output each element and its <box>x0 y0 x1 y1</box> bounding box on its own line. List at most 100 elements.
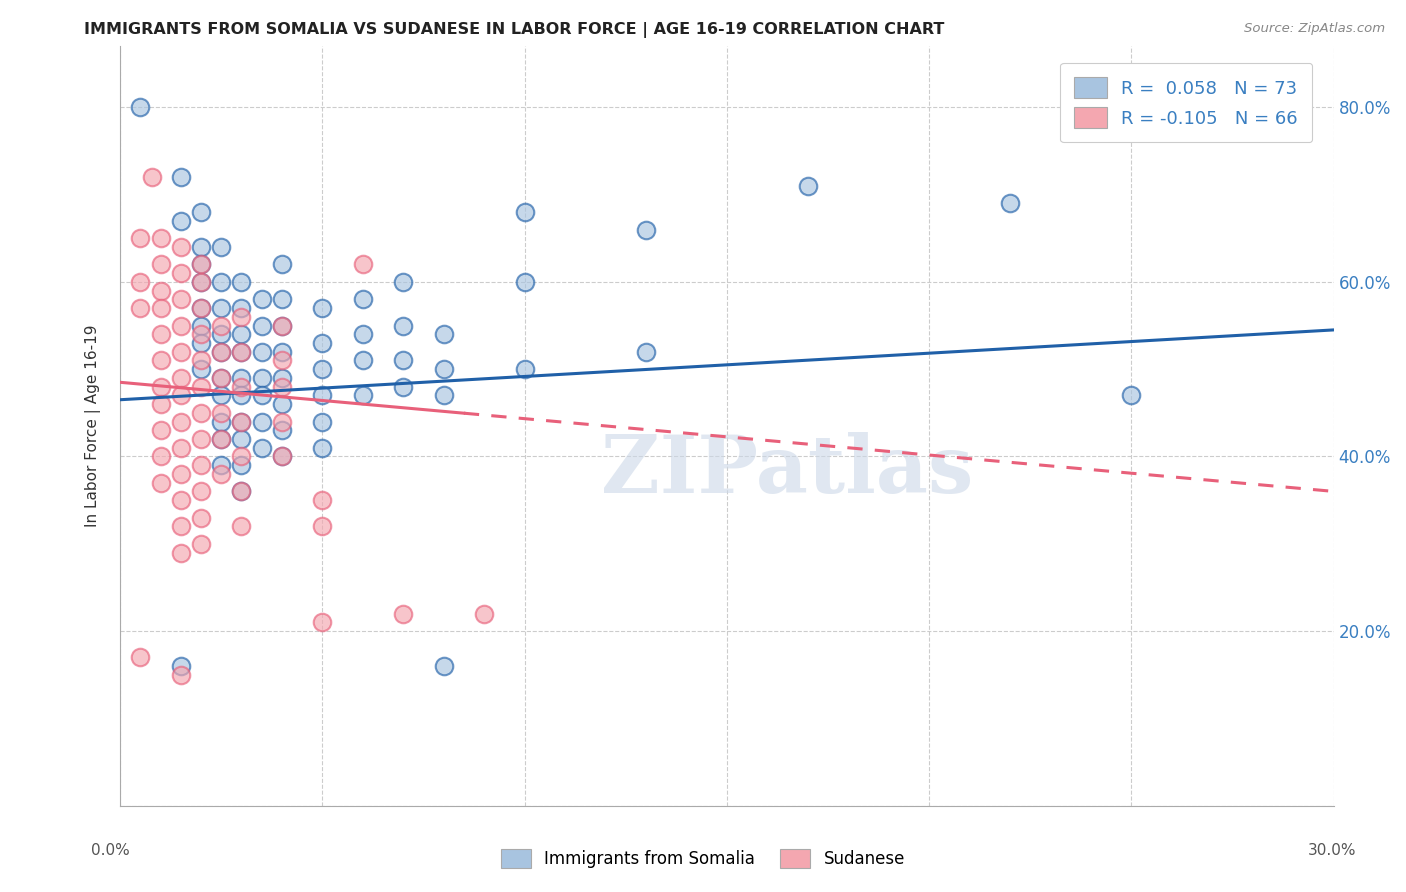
Point <box>392 275 415 289</box>
Point <box>231 415 253 429</box>
Point <box>170 293 193 307</box>
Point <box>250 415 273 429</box>
Point <box>129 275 152 289</box>
Point <box>149 475 172 490</box>
Point <box>209 318 232 333</box>
Point <box>209 388 232 402</box>
Point <box>270 450 292 464</box>
Point <box>170 667 193 681</box>
Point <box>311 388 333 402</box>
Point <box>231 519 253 533</box>
Point <box>190 458 212 473</box>
Point <box>149 379 172 393</box>
Point <box>170 659 193 673</box>
Point <box>270 415 292 429</box>
Point <box>352 353 374 368</box>
Text: Source: ZipAtlas.com: Source: ZipAtlas.com <box>1244 22 1385 36</box>
Point <box>231 432 253 446</box>
Point <box>311 441 333 455</box>
Text: IMMIGRANTS FROM SOMALIA VS SUDANESE IN LABOR FORCE | AGE 16-19 CORRELATION CHART: IMMIGRANTS FROM SOMALIA VS SUDANESE IN L… <box>84 22 945 38</box>
Point <box>352 327 374 342</box>
Point <box>270 450 292 464</box>
Y-axis label: In Labor Force | Age 16-19: In Labor Force | Age 16-19 <box>86 325 101 527</box>
Point <box>513 362 536 376</box>
Point <box>392 353 415 368</box>
Point <box>149 353 172 368</box>
Point <box>311 519 333 533</box>
Point <box>250 388 273 402</box>
Point <box>270 397 292 411</box>
Point <box>270 353 292 368</box>
Point <box>170 170 193 185</box>
Point <box>149 301 172 315</box>
Point <box>129 100 152 114</box>
Point <box>392 607 415 621</box>
Point <box>352 293 374 307</box>
Point <box>149 284 172 298</box>
Point <box>149 450 172 464</box>
Point <box>209 432 232 446</box>
Point <box>129 650 152 665</box>
Point <box>433 362 456 376</box>
Point <box>634 344 657 359</box>
Point <box>190 301 212 315</box>
Point <box>209 344 232 359</box>
Point <box>250 441 273 455</box>
Point <box>190 257 212 271</box>
Point <box>190 318 212 333</box>
Legend: R =  0.058   N = 73, R = -0.105   N = 66: R = 0.058 N = 73, R = -0.105 N = 66 <box>1060 62 1312 143</box>
Point <box>170 388 193 402</box>
Point <box>190 406 212 420</box>
Point <box>311 301 333 315</box>
Point <box>190 484 212 499</box>
Point <box>209 458 232 473</box>
Point <box>149 231 172 245</box>
Point <box>231 379 253 393</box>
Point <box>190 205 212 219</box>
Point <box>250 293 273 307</box>
Point <box>209 371 232 385</box>
Point <box>231 484 253 499</box>
Point <box>209 327 232 342</box>
Point <box>513 205 536 219</box>
Point <box>129 231 152 245</box>
Text: 30.0%: 30.0% <box>1309 843 1357 858</box>
Point <box>209 415 232 429</box>
Point <box>392 318 415 333</box>
Point <box>170 519 193 533</box>
Text: ZIPatlas: ZIPatlas <box>602 433 973 510</box>
Point <box>270 257 292 271</box>
Point <box>190 301 212 315</box>
Point <box>797 178 820 193</box>
Point <box>149 257 172 271</box>
Point <box>129 301 152 315</box>
Point <box>231 310 253 324</box>
Point <box>209 406 232 420</box>
Point <box>209 240 232 254</box>
Point <box>231 327 253 342</box>
Point <box>231 344 253 359</box>
Point <box>170 371 193 385</box>
Point <box>170 441 193 455</box>
Point <box>149 397 172 411</box>
Point <box>231 458 253 473</box>
Point <box>270 318 292 333</box>
Point <box>190 353 212 368</box>
Point <box>209 371 232 385</box>
Point <box>149 423 172 437</box>
Point <box>170 545 193 559</box>
Point <box>149 327 172 342</box>
Point <box>352 257 374 271</box>
Point <box>170 240 193 254</box>
Point <box>170 266 193 280</box>
Point <box>231 415 253 429</box>
Legend: Immigrants from Somalia, Sudanese: Immigrants from Somalia, Sudanese <box>495 842 911 875</box>
Point <box>170 493 193 508</box>
Point <box>190 257 212 271</box>
Point <box>170 415 193 429</box>
Point <box>231 484 253 499</box>
Point <box>998 196 1021 211</box>
Point <box>311 615 333 630</box>
Point <box>352 388 374 402</box>
Point <box>190 240 212 254</box>
